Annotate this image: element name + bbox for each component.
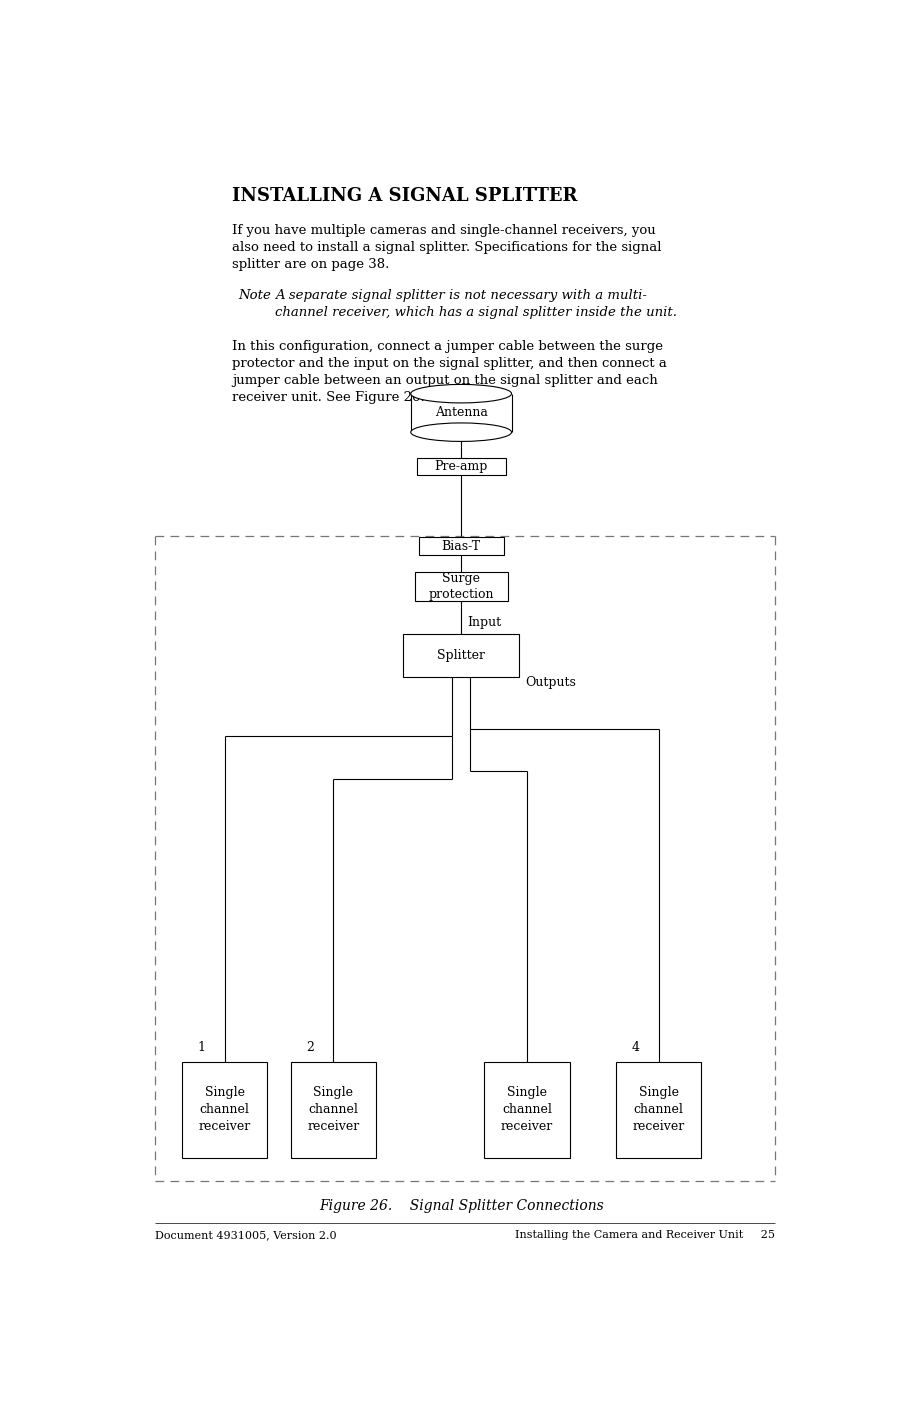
Ellipse shape <box>411 384 512 402</box>
Ellipse shape <box>411 424 512 442</box>
Text: Surge
protection: Surge protection <box>429 571 494 601</box>
Text: Installing the Camera and Receiver Unit     25: Installing the Camera and Receiver Unit … <box>515 1230 775 1241</box>
Text: Single
channel
receiver: Single channel receiver <box>633 1086 685 1133</box>
Text: jumper cable between an output on the signal splitter and each: jumper cable between an output on the si… <box>233 374 658 387</box>
Bar <box>485 1062 570 1158</box>
Text: Single
channel
receiver: Single channel receiver <box>307 1086 360 1133</box>
Text: Figure 26.    Signal Splitter Connections: Figure 26. Signal Splitter Connections <box>319 1199 603 1213</box>
Text: channel receiver, which has a signal splitter inside the unit.: channel receiver, which has a signal spl… <box>275 305 677 319</box>
Text: Document 4931005, Version 2.0: Document 4931005, Version 2.0 <box>155 1230 336 1241</box>
Text: Single
channel
receiver: Single channel receiver <box>501 1086 553 1133</box>
Text: In this configuration, connect a jumper cable between the surge: In this configuration, connect a jumper … <box>233 339 663 353</box>
Text: also need to install a signal splitter. Specifications for the signal: also need to install a signal splitter. … <box>233 241 662 255</box>
Bar <box>414 571 508 601</box>
Bar <box>616 1062 701 1158</box>
Bar <box>182 1062 267 1158</box>
Bar <box>290 1062 376 1158</box>
Text: Splitter: Splitter <box>437 649 485 661</box>
Text: 2: 2 <box>307 1041 314 1054</box>
Text: 4: 4 <box>632 1041 639 1054</box>
Text: If you have multiple cameras and single-channel receivers, you: If you have multiple cameras and single-… <box>233 224 656 238</box>
Text: Bias-T: Bias-T <box>441 540 481 553</box>
Bar <box>419 537 503 556</box>
Bar <box>416 457 505 474</box>
Text: A separate signal splitter is not necessary with a multi-: A separate signal splitter is not necess… <box>275 288 647 303</box>
Text: Pre-amp: Pre-amp <box>434 460 488 473</box>
Text: protector and the input on the signal splitter, and then connect a: protector and the input on the signal sp… <box>233 357 667 370</box>
Text: 1: 1 <box>198 1041 206 1054</box>
Text: Input: Input <box>467 615 502 629</box>
Text: INSTALLING A SIGNAL SPLITTER: INSTALLING A SIGNAL SPLITTER <box>233 187 578 205</box>
Bar <box>403 635 520 677</box>
Text: receiver unit. See Figure 26.: receiver unit. See Figure 26. <box>233 391 425 404</box>
Text: Note: Note <box>239 288 271 303</box>
Text: splitter are on page 38.: splitter are on page 38. <box>233 257 390 272</box>
Text: Single
channel
receiver: Single channel receiver <box>199 1086 251 1133</box>
Text: Antenna: Antenna <box>435 407 487 419</box>
Text: Outputs: Outputs <box>525 675 576 688</box>
